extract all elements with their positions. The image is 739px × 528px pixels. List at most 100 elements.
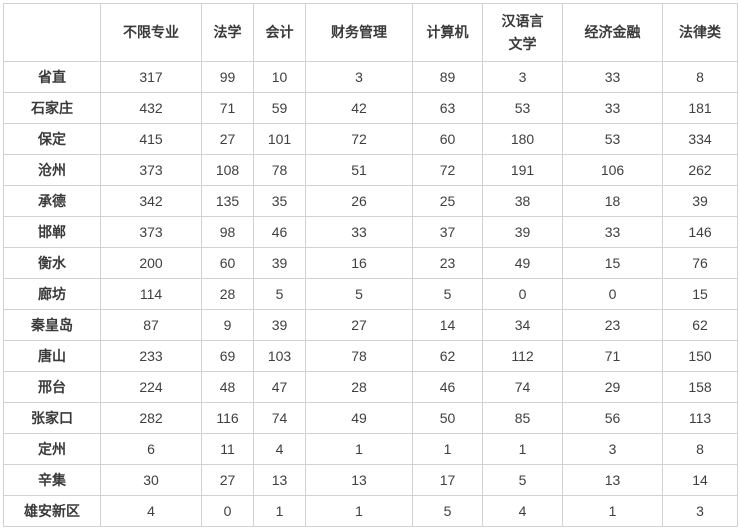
data-cell: 101 <box>253 123 306 155</box>
data-cell: 103 <box>253 340 306 372</box>
data-cell: 233 <box>100 340 202 372</box>
row-header: 唐山 <box>3 340 101 372</box>
data-cell: 49 <box>482 247 563 279</box>
table-row: 承德 342 135 35 26 25 38 18 39 <box>3 185 738 217</box>
data-cell: 158 <box>662 371 738 403</box>
data-cell: 76 <box>662 247 738 279</box>
data-cell: 39 <box>253 309 306 341</box>
row-header: 辛集 <box>3 464 101 496</box>
row-header: 石家庄 <box>3 92 101 124</box>
data-cell: 33 <box>305 216 413 248</box>
data-cell: 15 <box>562 247 663 279</box>
data-cell: 27 <box>305 309 413 341</box>
data-cell: 39 <box>253 247 306 279</box>
data-cell: 30 <box>100 464 202 496</box>
column-header-line: 法律类 <box>679 24 721 41</box>
data-cell: 42 <box>305 92 413 124</box>
data-cell: 5 <box>305 278 413 310</box>
table-body: 省直 317 99 10 3 89 3 33 8 石家庄 432 71 59 42 63 53 33 181 保定 4… <box>3 61 738 527</box>
data-cell: 116 <box>201 402 254 434</box>
table-row: 衡水 200 60 39 16 23 49 15 76 <box>3 247 738 279</box>
data-cell: 6 <box>100 433 202 465</box>
data-cell: 18 <box>562 185 663 217</box>
data-cell: 317 <box>100 61 202 93</box>
row-header: 保定 <box>3 123 101 155</box>
data-cell: 34 <box>482 309 563 341</box>
data-cell: 135 <box>201 185 254 217</box>
data-cell: 28 <box>201 278 254 310</box>
data-cell: 87 <box>100 309 202 341</box>
data-cell: 3 <box>662 495 738 527</box>
data-cell: 14 <box>662 464 738 496</box>
data-cell: 1 <box>482 433 563 465</box>
row-header: 雄安新区 <box>3 495 101 527</box>
data-cell: 114 <box>100 278 202 310</box>
data-cell: 47 <box>253 371 306 403</box>
data-cell: 53 <box>562 123 663 155</box>
data-cell: 46 <box>412 371 483 403</box>
data-cell: 33 <box>562 92 663 124</box>
column-header-line: 经济金融 <box>584 24 641 41</box>
data-cell: 69 <box>201 340 254 372</box>
data-cell: 17 <box>412 464 483 496</box>
data-cell: 5 <box>482 464 563 496</box>
table-row: 雄安新区 4 0 1 1 5 4 1 3 <box>3 495 738 527</box>
data-cell: 25 <box>412 185 483 217</box>
data-cell: 62 <box>662 309 738 341</box>
data-cell: 49 <box>305 402 413 434</box>
table-row: 省直 317 99 10 3 89 3 33 8 <box>3 61 738 93</box>
data-cell: 415 <box>100 123 202 155</box>
data-cell: 150 <box>662 340 738 372</box>
data-cell: 74 <box>253 402 306 434</box>
data-cell: 4 <box>100 495 202 527</box>
data-cell: 37 <box>412 216 483 248</box>
data-cell: 60 <box>201 247 254 279</box>
data-cell: 200 <box>100 247 202 279</box>
data-cell: 373 <box>100 154 202 186</box>
data-cell: 13 <box>253 464 306 496</box>
data-cell: 342 <box>100 185 202 217</box>
column-header-4: 计算机 <box>412 3 483 62</box>
data-cell: 224 <box>100 371 202 403</box>
column-header-line: 财务管理 <box>331 24 387 41</box>
data-cell: 106 <box>562 154 663 186</box>
data-cell: 28 <box>305 371 413 403</box>
table-row: 石家庄 432 71 59 42 63 53 33 181 <box>3 92 738 124</box>
data-cell: 72 <box>412 154 483 186</box>
region-major-table: 不限专业 法学 会计 财务管理 计算机 汉语言 文学 经济金融 法律类 省直 317 99 10 3 89… <box>3 3 738 527</box>
data-cell: 72 <box>305 123 413 155</box>
table-row: 秦皇岛 87 9 39 27 14 34 23 62 <box>3 309 738 341</box>
data-cell: 1 <box>305 495 413 527</box>
data-cell: 78 <box>305 340 413 372</box>
data-cell: 108 <box>201 154 254 186</box>
column-header-2: 会计 <box>253 3 306 62</box>
data-cell: 5 <box>412 495 483 527</box>
column-header-line: 汉语言 <box>501 13 544 30</box>
table-row: 定州 6 11 4 1 1 1 3 8 <box>3 433 738 465</box>
data-cell: 3 <box>305 61 413 93</box>
row-header: 邯郸 <box>3 216 101 248</box>
row-header: 廊坊 <box>3 278 101 310</box>
data-cell: 59 <box>253 92 306 124</box>
data-cell: 13 <box>305 464 413 496</box>
data-cell: 71 <box>562 340 663 372</box>
column-header-line: 不限专业 <box>123 24 179 41</box>
data-cell: 10 <box>253 61 306 93</box>
data-cell: 46 <box>253 216 306 248</box>
column-header-1: 法学 <box>201 3 254 62</box>
data-cell: 0 <box>482 278 563 310</box>
data-cell: 15 <box>662 278 738 310</box>
data-cell: 1 <box>253 495 306 527</box>
data-cell: 38 <box>482 185 563 217</box>
data-cell: 1 <box>412 433 483 465</box>
data-cell: 113 <box>662 402 738 434</box>
data-cell: 8 <box>662 61 738 93</box>
data-cell: 23 <box>562 309 663 341</box>
data-cell: 89 <box>412 61 483 93</box>
row-header: 省直 <box>3 61 101 93</box>
data-cell: 99 <box>201 61 254 93</box>
column-header-3: 财务管理 <box>305 3 413 62</box>
data-cell: 85 <box>482 402 563 434</box>
data-cell: 0 <box>201 495 254 527</box>
